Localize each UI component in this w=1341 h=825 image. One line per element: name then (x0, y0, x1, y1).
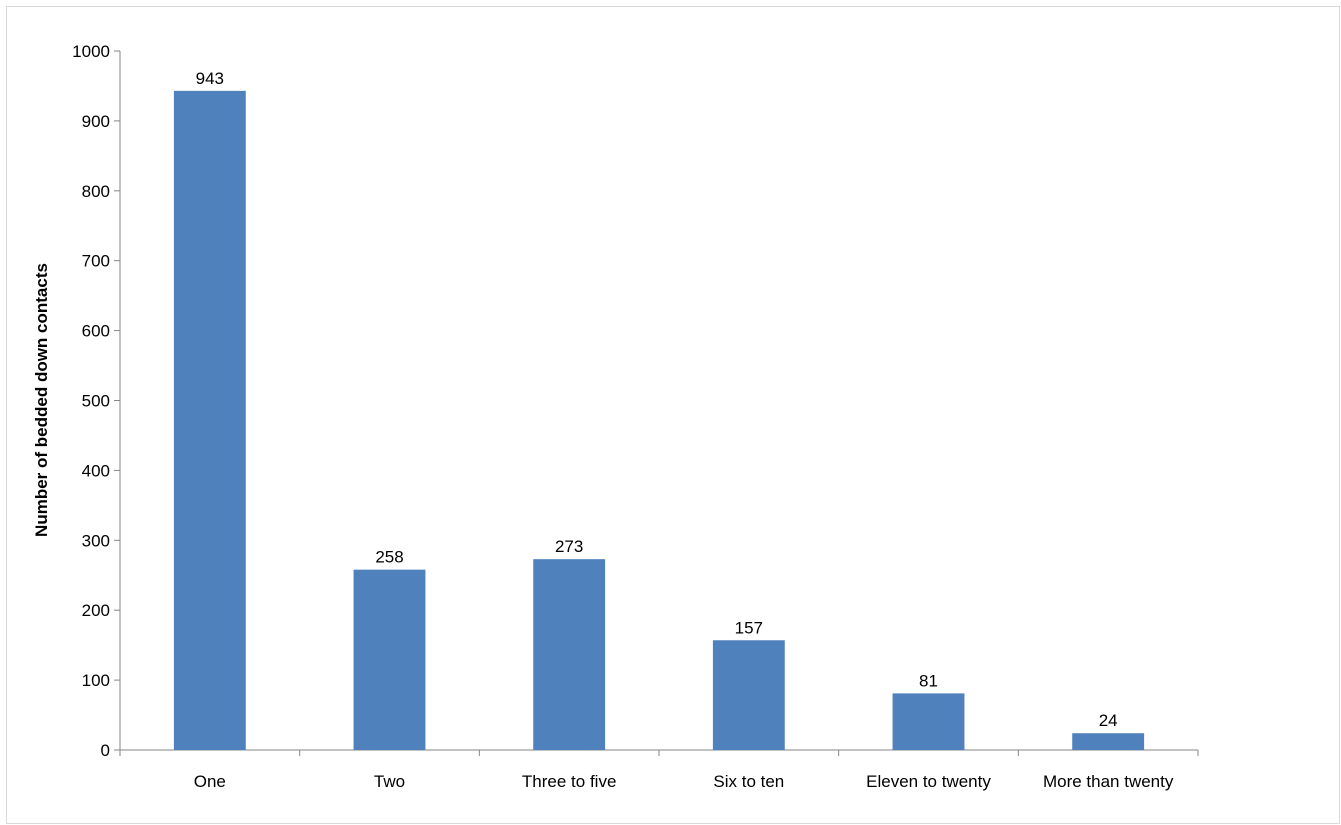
labels: 0 100 200 300 400 500 600 700 800 900 1000 943 One 25… (72, 42, 1174, 791)
y-tick-label: 800 (82, 182, 110, 201)
data-label: 943 (196, 69, 224, 88)
bar (1072, 733, 1145, 750)
axes (114, 50, 1199, 756)
x-tick-label: Three to five (522, 772, 617, 791)
y-tick-label: 300 (82, 531, 110, 550)
x-tick-label: More than twenty (1043, 772, 1174, 791)
data-label: 81 (919, 671, 938, 690)
x-tick-label: Six to ten (713, 772, 784, 791)
x-tick-label: Eleven to twenty (866, 772, 991, 791)
y-tick-label: 100 (82, 671, 110, 690)
bar (353, 569, 426, 750)
data-label: 258 (375, 548, 403, 567)
x-tick-label: Two (374, 772, 405, 791)
data-label: 24 (1099, 711, 1118, 730)
y-axis-title: Number of bedded down contacts (32, 263, 51, 537)
y-tick-label: 0 (101, 741, 110, 760)
bar (712, 640, 785, 750)
y-tick-label: 200 (82, 601, 110, 620)
bar (892, 693, 965, 750)
bar (173, 90, 246, 750)
y-tick-label: 400 (82, 461, 110, 480)
y-tick-label: 900 (82, 112, 110, 131)
y-tick-label: 600 (82, 322, 110, 341)
y-tick-label: 1000 (72, 42, 110, 61)
data-label: 157 (735, 618, 763, 637)
y-tick-label: 500 (82, 392, 110, 411)
data-label: 273 (555, 537, 583, 556)
y-tick-label: 700 (82, 252, 110, 271)
bars (173, 90, 1145, 750)
x-tick-label: One (194, 772, 226, 791)
bar (533, 559, 606, 750)
